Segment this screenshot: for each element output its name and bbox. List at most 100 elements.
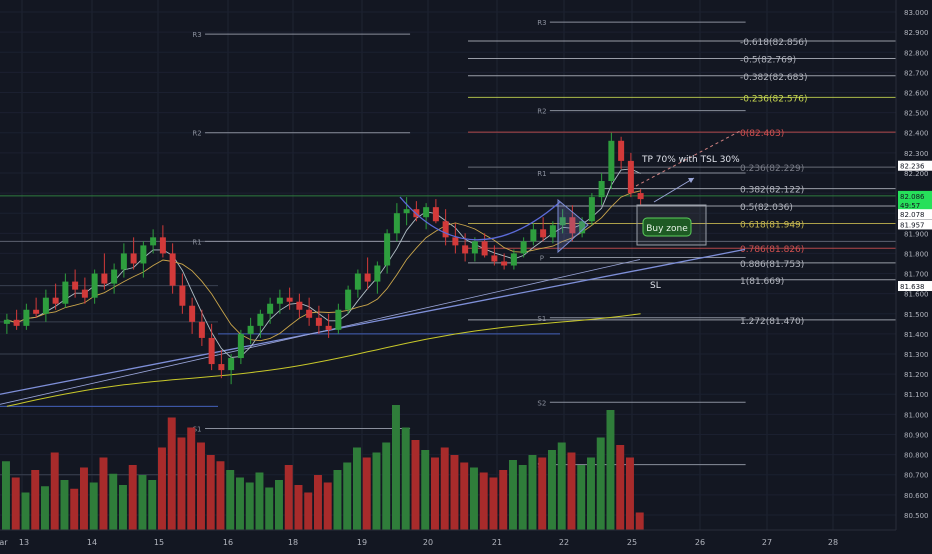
price-badge	[898, 160, 932, 171]
price-badge	[898, 209, 932, 220]
candle-body	[286, 297, 293, 302]
candle-body	[120, 253, 127, 270]
candle-body	[598, 181, 605, 198]
y-tick-label: 82.400	[904, 130, 929, 138]
x-tick-label: 13	[19, 538, 29, 547]
x-tick-label: 27	[762, 538, 772, 547]
x-tick-label: 15	[154, 538, 164, 547]
y-tick-label: 82.200	[904, 170, 929, 178]
y-tick-label: 81.600	[904, 291, 929, 299]
fib-label: 1.272(81.470)	[740, 317, 804, 327]
candle-body	[101, 273, 108, 284]
x-tick-label: 19	[357, 538, 367, 547]
volume-bar	[275, 480, 283, 530]
volume-bar	[245, 482, 254, 530]
candle-body	[52, 297, 59, 304]
fib-label: 0.786(81.826)	[740, 245, 804, 255]
fib-label: 1(81.669)	[740, 277, 784, 287]
y-tick-label: 81.200	[904, 371, 929, 379]
volume-bar	[616, 445, 625, 530]
x-tick-label: 28	[828, 538, 838, 547]
tp-annotation: TP 70% with TSL 30%	[641, 155, 740, 165]
candle-body	[452, 237, 459, 246]
fib-label: -0.5(82.769)	[740, 56, 796, 66]
candle-body	[491, 255, 498, 262]
volume-bar	[119, 485, 127, 530]
price-badge	[898, 190, 932, 201]
volume-bar	[216, 461, 225, 530]
pivot-label: S1	[193, 425, 202, 433]
candle-body	[306, 309, 313, 318]
volume-bar	[197, 442, 205, 530]
trend-line-secondary	[0, 259, 641, 405]
fib-label: 0.382(82.122)	[740, 186, 804, 196]
volume-bar	[372, 452, 381, 530]
y-tick-label: 83.000	[904, 9, 929, 17]
volume-bar	[411, 440, 420, 530]
candle-body	[588, 197, 595, 222]
candle-body	[228, 358, 235, 371]
fib-label: -0.618(82.856)	[740, 38, 808, 48]
candle-body	[130, 253, 137, 264]
candle-body	[218, 364, 225, 371]
x-tick-label: 14	[87, 538, 97, 547]
x-tick-label: 25	[627, 538, 637, 547]
volume-bar	[401, 427, 410, 530]
volume-bar	[187, 427, 196, 530]
fib-label: -0.236(82.576)	[740, 94, 808, 104]
y-tick-label: 81.500	[904, 311, 929, 319]
y-tick-label: 82.800	[904, 49, 929, 57]
volume-bar	[362, 457, 371, 530]
volume-bar	[80, 467, 88, 530]
fib-label: -0.382(82.683)	[740, 73, 808, 83]
candle-body	[637, 193, 644, 200]
pivot-label: R3	[537, 19, 546, 27]
candle-body	[247, 325, 254, 334]
volume-bar	[606, 410, 615, 530]
candle-body	[442, 221, 449, 238]
volume-bar	[382, 442, 391, 530]
y-tick-label: 80.800	[904, 452, 929, 460]
candle-body	[608, 140, 615, 182]
x-tick-label: 22	[559, 538, 569, 547]
candle-body	[364, 273, 371, 282]
fib-label: 0.618(81.949)	[740, 220, 804, 230]
ma-slow-line	[6, 313, 641, 407]
candle-body	[42, 297, 49, 314]
fib-label: 0.886(81.753)	[740, 260, 804, 270]
volume-bar	[265, 487, 274, 530]
candle-body	[618, 140, 625, 161]
candle-body	[579, 221, 586, 234]
y-axis-panel	[896, 0, 932, 550]
volume-bar	[440, 447, 449, 530]
pivot-label: P	[540, 254, 544, 262]
volume-bar	[587, 457, 595, 530]
price-badge-label: 82.078	[900, 211, 925, 219]
volume-bar	[548, 450, 556, 530]
projection-arrow-2	[653, 177, 695, 203]
candle-body	[189, 305, 196, 322]
cup-pattern-curve	[399, 196, 561, 241]
price-badge-label: 82.086	[900, 193, 925, 201]
candle-body	[13, 319, 20, 326]
candle-body	[374, 265, 381, 282]
y-tick-label: 81.300	[904, 351, 929, 359]
candle-body	[237, 333, 244, 359]
volume-bar	[431, 457, 439, 530]
y-tick-label: 81.700	[904, 271, 929, 279]
y-tick-label: 82.600	[904, 90, 929, 98]
volume-bar	[538, 457, 547, 530]
volume-bar	[353, 447, 361, 530]
volume-bar	[343, 462, 352, 530]
price-badge	[898, 200, 932, 211]
price-badge	[898, 281, 932, 292]
sl-annotation: SL	[650, 281, 661, 291]
volume-bar	[109, 473, 118, 530]
candle-body	[393, 213, 400, 234]
candle-body	[267, 303, 274, 314]
candle-body	[62, 281, 69, 304]
volume-bar	[158, 447, 166, 530]
volume-bar	[528, 455, 537, 530]
x-tick-label: 18	[288, 538, 298, 547]
